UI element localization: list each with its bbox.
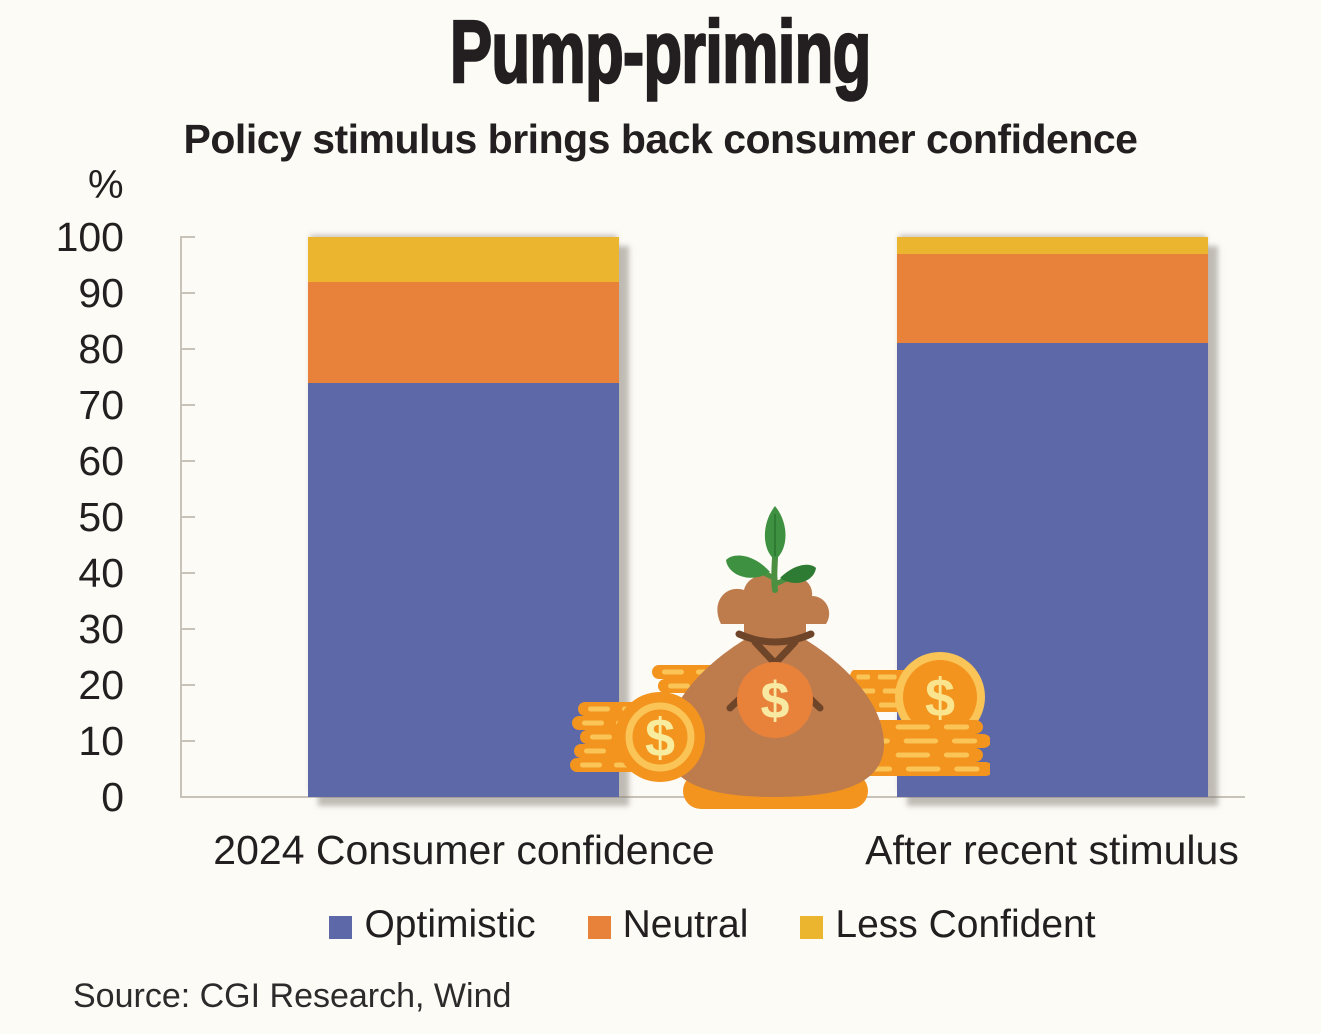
y-tick-label: 50 <box>78 494 124 540</box>
y-tick-label: 40 <box>78 550 124 596</box>
stacked-bar <box>308 237 619 797</box>
dollar-badge-icon <box>737 662 813 738</box>
y-tick-label: 80 <box>78 326 124 372</box>
y-tick-label: 10 <box>78 718 124 764</box>
y-tick <box>180 796 195 798</box>
legend-label: Optimistic <box>364 903 536 946</box>
y-tick <box>180 460 195 462</box>
y-tick <box>180 684 195 686</box>
x-category-label: After recent stimulus <box>865 827 1239 873</box>
legend-item: Optimistic <box>329 903 536 947</box>
legend-item: Neutral <box>587 903 749 947</box>
legend-label: Neutral <box>622 903 749 946</box>
dollar-coin-right-icon: $ <box>895 652 985 742</box>
y-tick <box>180 572 195 574</box>
y-tick <box>180 348 195 350</box>
y-tick-label: 20 <box>78 662 124 708</box>
y-tick <box>180 740 195 742</box>
bar-segment <box>308 382 619 797</box>
source-note: Source: CGI Research, Wind <box>73 977 512 1015</box>
plot-area: 2024 Consumer confidence After recent sti… <box>180 236 1245 873</box>
dollar-coin-left-icon: $ <box>615 692 705 782</box>
dollar-symbol: $ <box>925 668 955 728</box>
legend-label: Less Confident <box>835 903 1096 946</box>
legend-swatch <box>329 915 353 939</box>
y-tick-label: 90 <box>78 270 124 316</box>
chart-title: Pump-priming <box>449 2 872 101</box>
money-bag-icon: $ <box>666 575 884 797</box>
y-axis-unit-label: % <box>88 163 124 207</box>
y-tick-label: 70 <box>78 382 124 428</box>
bar-segment <box>897 253 1208 344</box>
y-tick-label: 30 <box>78 606 124 652</box>
y-tick-label: 60 <box>78 438 124 484</box>
y-tick <box>180 628 195 630</box>
dollar-symbol: $ <box>761 672 790 730</box>
y-tick-label: 0 <box>101 774 124 820</box>
legend-item: Less Confident <box>800 903 1096 947</box>
bar-segment <box>308 237 619 282</box>
dollar-symbol: $ <box>645 708 675 768</box>
x-category-label: 2024 Consumer confidence <box>213 827 715 873</box>
y-tick <box>180 404 195 406</box>
legend-swatch <box>587 915 611 939</box>
money-bag-illustration: $ $ $ <box>570 506 990 809</box>
legend-swatch <box>800 915 824 939</box>
y-tick-label: 100 <box>55 214 124 260</box>
legend: Optimistic Neutral Less Confident <box>180 903 1245 947</box>
y-axis-tick-labels: 0 10 20 30 40 50 60 70 80 90 100 <box>0 216 152 818</box>
sprout-icon <box>726 506 816 593</box>
y-tick <box>180 516 195 518</box>
y-tick <box>180 236 195 238</box>
bar-segment <box>308 281 619 383</box>
chart-subtitle: Policy stimulus brings back consumer con… <box>183 116 1138 162</box>
y-tick <box>180 292 195 294</box>
bar-segment <box>897 237 1208 254</box>
